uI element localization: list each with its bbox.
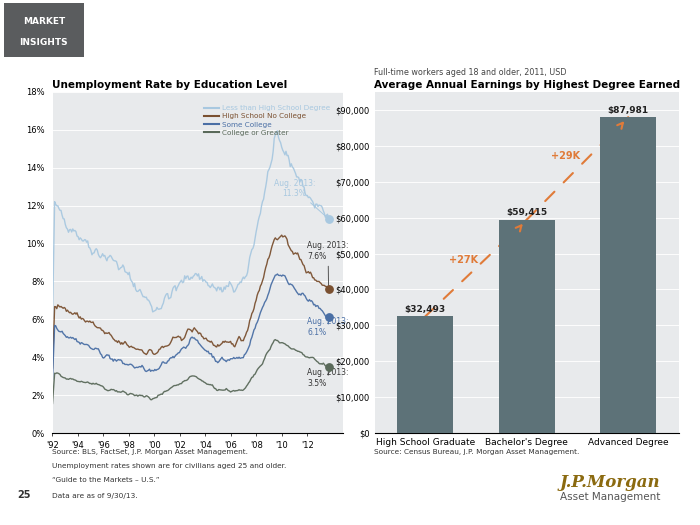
Bar (601, 117, 656, 433)
Text: Full-time workers aged 18 and older, 2011, USD: Full-time workers aged 18 and older, 201… (374, 68, 567, 77)
Legend: Less than High School Degree, High School No College, Some College, College or G: Less than High School Degree, High Schoo… (202, 102, 334, 139)
Text: $87,981: $87,981 (608, 106, 649, 114)
Text: J.P.Morgan: J.P.Morgan (560, 474, 661, 491)
Text: Aug. 2013:
7.6%: Aug. 2013: 7.6% (307, 242, 349, 286)
Text: $59,415: $59,415 (506, 208, 547, 217)
Point (323, 363, 334, 371)
Text: +29K: +29K (551, 151, 580, 161)
Text: MARKET: MARKET (22, 17, 65, 26)
Text: INSIGHTS: INSIGHTS (20, 38, 68, 47)
Text: Data are as of 9/30/13.: Data are as of 9/30/13. (52, 493, 138, 499)
Text: Unemployment Rate by Education Level: Unemployment Rate by Education Level (52, 80, 288, 90)
Text: “Guide to the Markets – U.S.”: “Guide to the Markets – U.S.” (52, 477, 160, 484)
Bar (398, 317, 453, 433)
Bar (499, 219, 554, 433)
FancyBboxPatch shape (4, 3, 84, 57)
Text: 25: 25 (18, 490, 31, 500)
Point (323, 313, 334, 322)
Point (323, 285, 334, 293)
Text: Aug. 2013:
3.5%: Aug. 2013: 3.5% (307, 369, 349, 388)
Text: $32,493: $32,493 (405, 305, 446, 314)
Text: Average Annual Earnings by Highest Degree Earned: Average Annual Earnings by Highest Degre… (374, 80, 680, 90)
Text: Aug. 2013:
6.1%: Aug. 2013: 6.1% (307, 317, 349, 337)
Point (323, 215, 334, 223)
Text: +27K: +27K (449, 255, 478, 265)
Text: Employment and Income by Educational Attainment: Employment and Income by Educational Att… (98, 23, 498, 38)
Text: Aug. 2013:
11.3%: Aug. 2013: 11.3% (274, 178, 326, 217)
Text: Economy: Economy (7, 233, 20, 292)
Text: Unemployment rates shown are for civilians aged 25 and older.: Unemployment rates shown are for civilia… (52, 463, 287, 469)
Text: Source: BLS, FactSet, J.P. Morgan Asset Management.: Source: BLS, FactSet, J.P. Morgan Asset … (52, 449, 248, 455)
Text: Source: Census Bureau, J.P. Morgan Asset Management.: Source: Census Bureau, J.P. Morgan Asset… (374, 449, 580, 455)
Text: Asset Management: Asset Management (560, 492, 660, 502)
